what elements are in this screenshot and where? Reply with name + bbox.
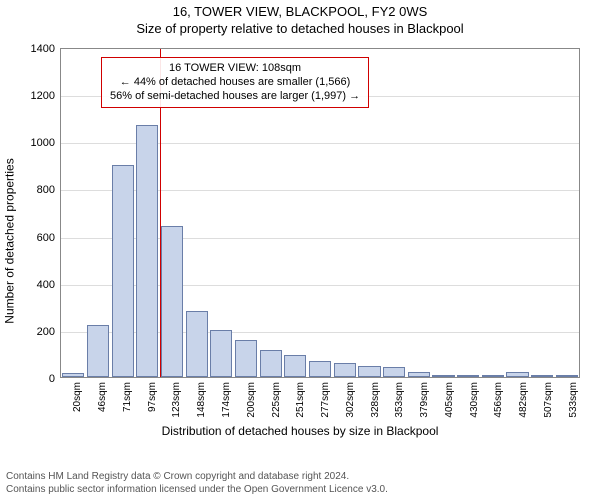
histogram-bar <box>136 125 158 377</box>
y-axis-label: Number of detached properties <box>0 42 20 440</box>
histogram-bar <box>482 375 504 377</box>
x-tick-slot: 353sqm <box>382 380 407 424</box>
plot-area: 020040060080010001200140016 TOWER VIEW: … <box>60 48 580 378</box>
x-tick-slot: 302sqm <box>332 380 357 424</box>
x-tick-slot: 277sqm <box>308 380 333 424</box>
x-tick-label: 302sqm <box>345 382 356 418</box>
annotation-line: ← 44% of detached houses are smaller (1,… <box>110 76 360 90</box>
x-tick-slot: 200sqm <box>233 380 258 424</box>
x-tick-label: 20sqm <box>72 382 83 412</box>
histogram-bar <box>457 375 479 377</box>
page-subtitle: Size of property relative to detached ho… <box>0 19 600 40</box>
y-tick-label: 200 <box>21 326 61 338</box>
bar-slot <box>431 49 456 377</box>
y-tick-label: 1200 <box>21 90 61 102</box>
bar-slot <box>61 49 86 377</box>
histogram-bar <box>506 372 528 377</box>
x-tick-slot: 123sqm <box>159 380 184 424</box>
histogram-bar <box>112 165 134 377</box>
histogram-bar <box>260 350 282 377</box>
y-tick-label: 600 <box>21 232 61 244</box>
x-tick-label: 148sqm <box>196 382 207 418</box>
histogram-bar <box>235 340 257 377</box>
histogram-bar <box>358 366 380 377</box>
histogram-bar <box>161 226 183 377</box>
x-tick-slot: 251sqm <box>283 380 308 424</box>
y-tick-label: 800 <box>21 184 61 196</box>
x-tick-slot: 148sqm <box>184 380 209 424</box>
y-tick-label: 0 <box>21 373 61 385</box>
x-tick-slot: 482sqm <box>506 380 531 424</box>
histogram-bar <box>383 367 405 377</box>
x-tick-label: 251sqm <box>295 382 306 418</box>
footer-attribution: Contains HM Land Registry data © Crown c… <box>6 470 566 496</box>
x-tick-label: 405sqm <box>444 382 455 418</box>
footer-line: Contains HM Land Registry data © Crown c… <box>6 470 566 483</box>
x-tick-label: 328sqm <box>370 382 381 418</box>
y-tick-label: 1400 <box>21 43 61 55</box>
y-tick-label: 1000 <box>21 137 61 149</box>
x-tick-label: 507sqm <box>543 382 554 418</box>
histogram-bar <box>186 311 208 377</box>
x-tick-slot: 507sqm <box>531 380 556 424</box>
x-axis-ticks: 20sqm 46sqm 71sqm 97sqm 123sqm 148sqm 174sqm 20… <box>60 380 580 424</box>
x-tick-label: 353sqm <box>394 382 405 418</box>
x-tick-slot: 456sqm <box>481 380 506 424</box>
bar-slot <box>382 49 407 377</box>
x-tick-label: 456sqm <box>493 382 504 418</box>
y-tick-label: 400 <box>21 279 61 291</box>
bar-slot <box>480 49 505 377</box>
x-tick-label: 200sqm <box>246 382 257 418</box>
x-axis-label: Distribution of detached houses by size … <box>0 424 600 438</box>
annotation-line: 16 TOWER VIEW: 108sqm <box>110 62 360 76</box>
x-tick-label: 174sqm <box>221 382 232 418</box>
page-title: 16, TOWER VIEW, BLACKPOOL, FY2 0WS <box>0 0 600 19</box>
x-tick-slot: 97sqm <box>134 380 159 424</box>
x-tick-label: 97sqm <box>147 382 158 412</box>
x-tick-label: 71sqm <box>122 382 133 412</box>
x-tick-label: 46sqm <box>97 382 108 412</box>
x-tick-label: 379sqm <box>419 382 430 418</box>
annotation-line: 56% of semi-detached houses are larger (… <box>110 90 360 104</box>
histogram-bar <box>87 325 109 377</box>
histogram-bar <box>334 363 356 377</box>
x-tick-slot: 20sqm <box>60 380 85 424</box>
histogram-chart: Number of detached properties 0200400600… <box>0 42 600 440</box>
x-tick-label: 277sqm <box>320 382 331 418</box>
histogram-bar <box>309 361 331 378</box>
bar-slot <box>456 49 481 377</box>
x-tick-slot: 225sqm <box>258 380 283 424</box>
x-tick-label: 430sqm <box>469 382 480 418</box>
x-tick-slot: 328sqm <box>357 380 382 424</box>
x-tick-slot: 379sqm <box>407 380 432 424</box>
histogram-bar <box>210 330 232 377</box>
histogram-bar <box>531 375 553 377</box>
footer-line: Contains public sector information licen… <box>6 483 566 496</box>
x-tick-slot: 174sqm <box>209 380 234 424</box>
x-tick-label: 482sqm <box>518 382 529 418</box>
histogram-bar <box>62 373 84 377</box>
x-tick-label: 225sqm <box>271 382 282 418</box>
x-tick-slot: 71sqm <box>110 380 135 424</box>
bar-slot <box>554 49 579 377</box>
bar-slot <box>530 49 555 377</box>
x-tick-slot: 46sqm <box>85 380 110 424</box>
histogram-bar <box>556 375 578 377</box>
x-tick-label: 533sqm <box>568 382 579 418</box>
x-tick-label: 123sqm <box>171 382 182 418</box>
histogram-bar <box>408 372 430 377</box>
x-tick-slot: 405sqm <box>431 380 456 424</box>
histogram-bar <box>432 375 454 377</box>
annotation-box: 16 TOWER VIEW: 108sqm← 44% of detached h… <box>101 57 369 108</box>
bar-slot <box>406 49 431 377</box>
x-tick-slot: 533sqm <box>555 380 580 424</box>
x-tick-slot: 430sqm <box>456 380 481 424</box>
histogram-bar <box>284 355 306 377</box>
bar-slot <box>505 49 530 377</box>
